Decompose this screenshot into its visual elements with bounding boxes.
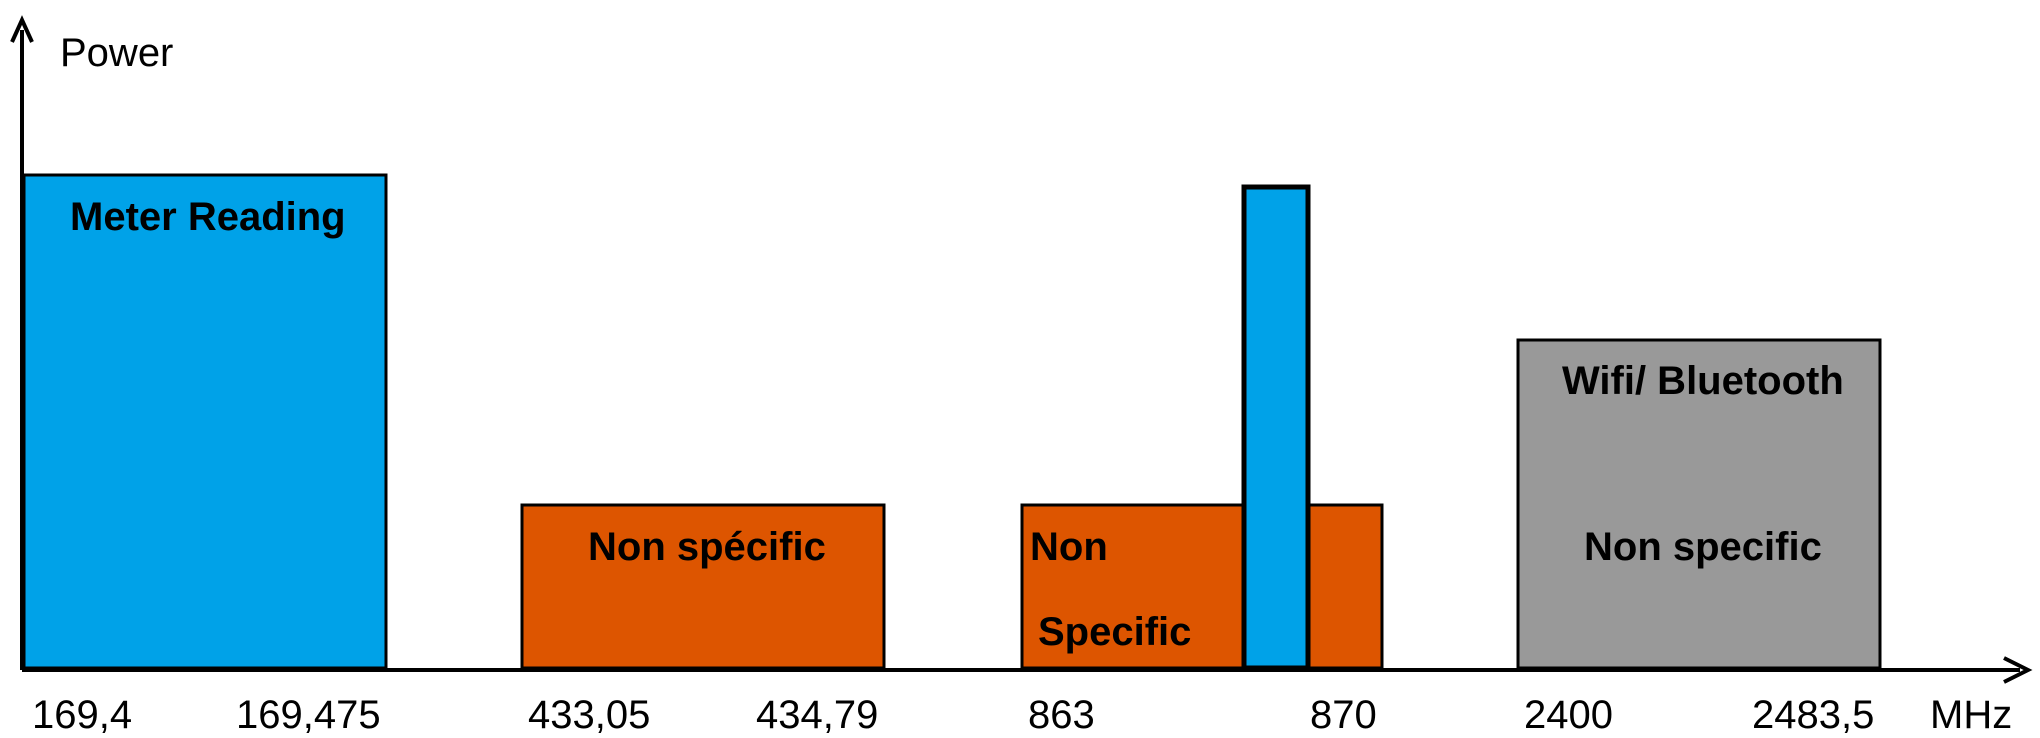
x-tick-label: 2483,5 [1752,693,1874,737]
x-tick-label: 169,4 [32,693,132,737]
meter-reading-label: Meter Reading [70,195,346,239]
meter-reading-band [22,173,388,670]
y-axis-arrow [10,15,34,43]
non-specific-863-band [1020,503,1384,670]
wifi-bluetooth-band [1516,338,1882,670]
x-tick-label: 434,79 [756,693,878,737]
x-tick-label: 433,05 [528,693,650,737]
wifi-bluetooth-label: Wifi/ Bluetooth [1562,359,1844,403]
y-axis-label: Power [60,31,173,75]
x-tick-label: 2400 [1524,693,1613,737]
x-tick-label: 870 [1310,693,1377,737]
non-specific-433-band [520,503,886,670]
non-specific-433-label: Non spécific [588,525,826,569]
non-specific-863-label-line1: Non [1030,525,1108,569]
non-specific-863-label-line2: Specific [1038,610,1191,654]
x-tick-label: 863 [1028,693,1095,737]
meter-reading-868-band [1241,184,1311,671]
x-tick-label: 169,475 [236,693,381,737]
wifi-non-specific-label: Non specific [1584,525,1822,569]
x-axis-arrow [2003,656,2033,684]
x-axis-unit: MHz [1930,693,2012,737]
